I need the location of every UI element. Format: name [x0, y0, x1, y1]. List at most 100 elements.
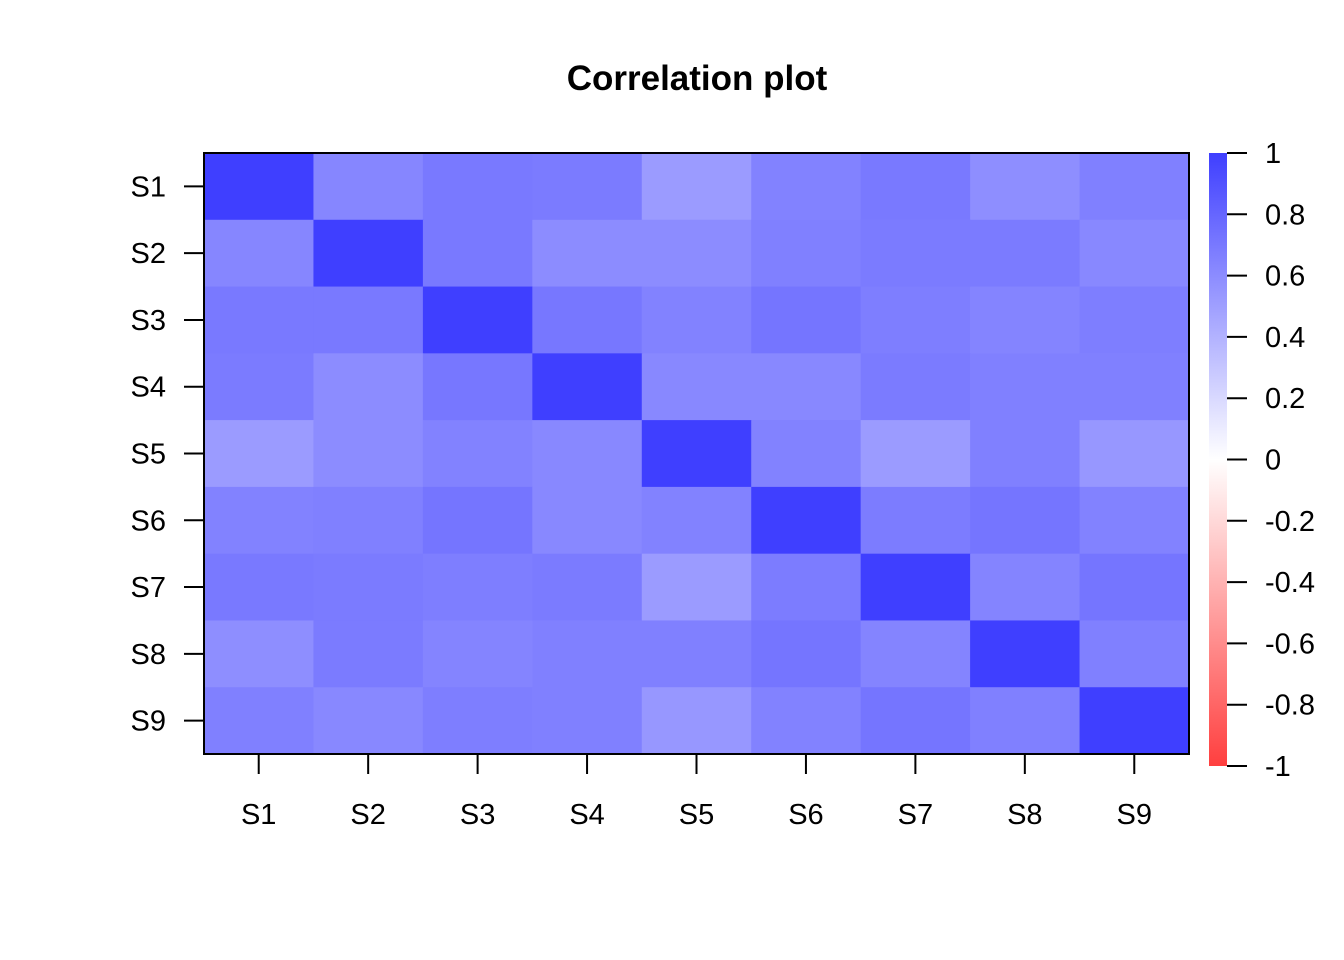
heatmap-cell-S4-S1	[204, 353, 315, 421]
legend-tick-label: -0.8	[1265, 690, 1315, 722]
heatmap-cell-S9-S4	[532, 687, 643, 755]
heatmap-cell-S6-S9	[1079, 486, 1190, 555]
heatmap-cell-S5-S8	[970, 420, 1081, 488]
heatmap-cell-S3-S6	[751, 286, 862, 354]
heatmap-cell-S2-S3	[422, 219, 533, 288]
heatmap-cells	[204, 153, 1190, 755]
heatmap-cell-S4-S3	[422, 353, 533, 421]
legend-tick-label: -0.2	[1265, 506, 1315, 538]
heatmap-cell-S8-S2	[313, 620, 424, 688]
y-tick-label: S5	[131, 439, 166, 471]
heatmap-cell-S5-S1	[204, 420, 315, 488]
y-tick-label: S9	[131, 706, 166, 738]
x-tick-label: S7	[898, 799, 933, 831]
x-tick-label: S9	[1117, 799, 1152, 831]
heatmap-cell-S2-S7	[860, 219, 971, 288]
heatmap-cell-S6-S3	[422, 486, 533, 555]
heatmap-cell-S8-S3	[422, 620, 533, 688]
heatmap-cell-S5-S6	[751, 420, 862, 488]
heatmap-cell-S9-S1	[204, 687, 315, 755]
heatmap-cell-S1-S7	[860, 153, 971, 221]
heatmap-cell-S6-S1	[204, 486, 315, 555]
heatmap-cell-S3-S2	[313, 286, 424, 354]
heatmap-cell-S7-S3	[422, 553, 533, 622]
heatmap-cell-S1-S5	[641, 153, 752, 221]
heatmap-cell-S1-S1	[204, 153, 315, 221]
heatmap-cell-S3-S9	[1079, 286, 1190, 354]
heatmap-cell-S1-S8	[970, 153, 1081, 221]
legend-tick-label: 0	[1265, 445, 1281, 477]
x-axis: S1 S2 S3 S4 S5 S6 S7 S8 S9	[241, 754, 1152, 831]
y-tick-label: S4	[131, 372, 166, 404]
x-tick-label: S3	[460, 799, 495, 831]
heatmap-cell-S8-S6	[751, 620, 862, 688]
y-tick-label: S6	[131, 505, 166, 537]
heatmap-cell-S1-S3	[422, 153, 533, 221]
heatmap-cell-S3-S1	[204, 286, 315, 354]
heatmap-cell-S4-S6	[751, 353, 862, 421]
heatmap-cell-S7-S9	[1079, 553, 1190, 622]
legend-tick-label: 1	[1265, 138, 1281, 170]
heatmap-cell-S5-S2	[313, 420, 424, 488]
heatmap-cell-S9-S9	[1079, 687, 1190, 755]
heatmap-cell-S4-S2	[313, 353, 424, 421]
heatmap-cell-S8-S1	[204, 620, 315, 688]
heatmap-cell-S4-S8	[970, 353, 1081, 421]
legend-tick-label: -0.4	[1265, 567, 1315, 599]
legend-tick-label: 0.8	[1265, 199, 1305, 231]
heatmap-cell-S7-S2	[313, 553, 424, 622]
y-tick-label: S8	[131, 639, 166, 671]
heatmap-cell-S4-S5	[641, 353, 752, 421]
x-tick-label: S6	[788, 799, 823, 831]
heatmap-cell-S3-S7	[860, 286, 971, 354]
x-tick-label: S1	[241, 799, 276, 831]
y-tick-label: S2	[131, 238, 166, 270]
y-axis: S1 S2 S3 S4 S5 S6 S7 S8 S9	[131, 171, 204, 738]
heatmap-cell-S6-S4	[532, 486, 643, 555]
heatmap-cell-S5-S9	[1079, 420, 1190, 488]
legend-color-bar	[1209, 153, 1227, 766]
heatmap-cell-S7-S4	[532, 553, 643, 622]
heatmap-cell-S8-S4	[532, 620, 643, 688]
heatmap-cell-S7-S5	[641, 553, 752, 622]
heatmap-cell-S6-S6	[751, 486, 862, 555]
heatmap-cell-S7-S1	[204, 553, 315, 622]
legend-tick-label: -1	[1265, 751, 1291, 783]
heatmap-cell-S8-S5	[641, 620, 752, 688]
heatmap-cell-S3-S4	[532, 286, 643, 354]
heatmap-cell-S8-S9	[1079, 620, 1190, 688]
heatmap-cell-S9-S3	[422, 687, 533, 755]
heatmap-cell-S7-S7	[860, 553, 971, 622]
heatmap-cell-S6-S2	[313, 486, 424, 555]
heatmap-cell-S4-S9	[1079, 353, 1190, 421]
heatmap-cell-S5-S7	[860, 420, 971, 488]
heatmap-cell-S5-S5	[641, 420, 752, 488]
heatmap-cell-S2-S4	[532, 219, 643, 288]
heatmap-cell-S6-S5	[641, 486, 752, 555]
heatmap-cell-S6-S8	[970, 486, 1081, 555]
heatmap-cell-S3-S8	[970, 286, 1081, 354]
heatmap-cell-S6-S7	[860, 486, 971, 555]
heatmap-cell-S9-S6	[751, 687, 862, 755]
heatmap-cell-S1-S6	[751, 153, 862, 221]
heatmap-cell-S2-S9	[1079, 219, 1190, 288]
legend-tick-label: -0.6	[1265, 628, 1315, 660]
heatmap-cell-S1-S9	[1079, 153, 1190, 221]
legend-tick-label: 0.2	[1265, 383, 1305, 415]
y-tick-label: S3	[131, 305, 166, 337]
heatmap-cell-S9-S5	[641, 687, 752, 755]
color-legend: 1 0.8 0.6 0.4 0.2 0 -0.2 -0.4 -0.6 -0.8 -1	[1209, 138, 1315, 783]
heatmap-cell-S3-S3	[422, 286, 533, 354]
y-tick-label: S7	[131, 572, 166, 604]
x-tick-label: S2	[350, 799, 385, 831]
heatmap-cell-S1-S4	[532, 153, 643, 221]
heatmap-cell-S4-S7	[860, 353, 971, 421]
x-tick-label: S5	[679, 799, 714, 831]
heatmap-cell-S7-S6	[751, 553, 862, 622]
chart-title: Correlation plot	[567, 59, 828, 98]
heatmap-cell-S2-S6	[751, 219, 862, 288]
heatmap-cell-S9-S7	[860, 687, 971, 755]
heatmap-cell-S2-S1	[204, 219, 315, 288]
heatmap-cell-S9-S8	[970, 687, 1081, 755]
